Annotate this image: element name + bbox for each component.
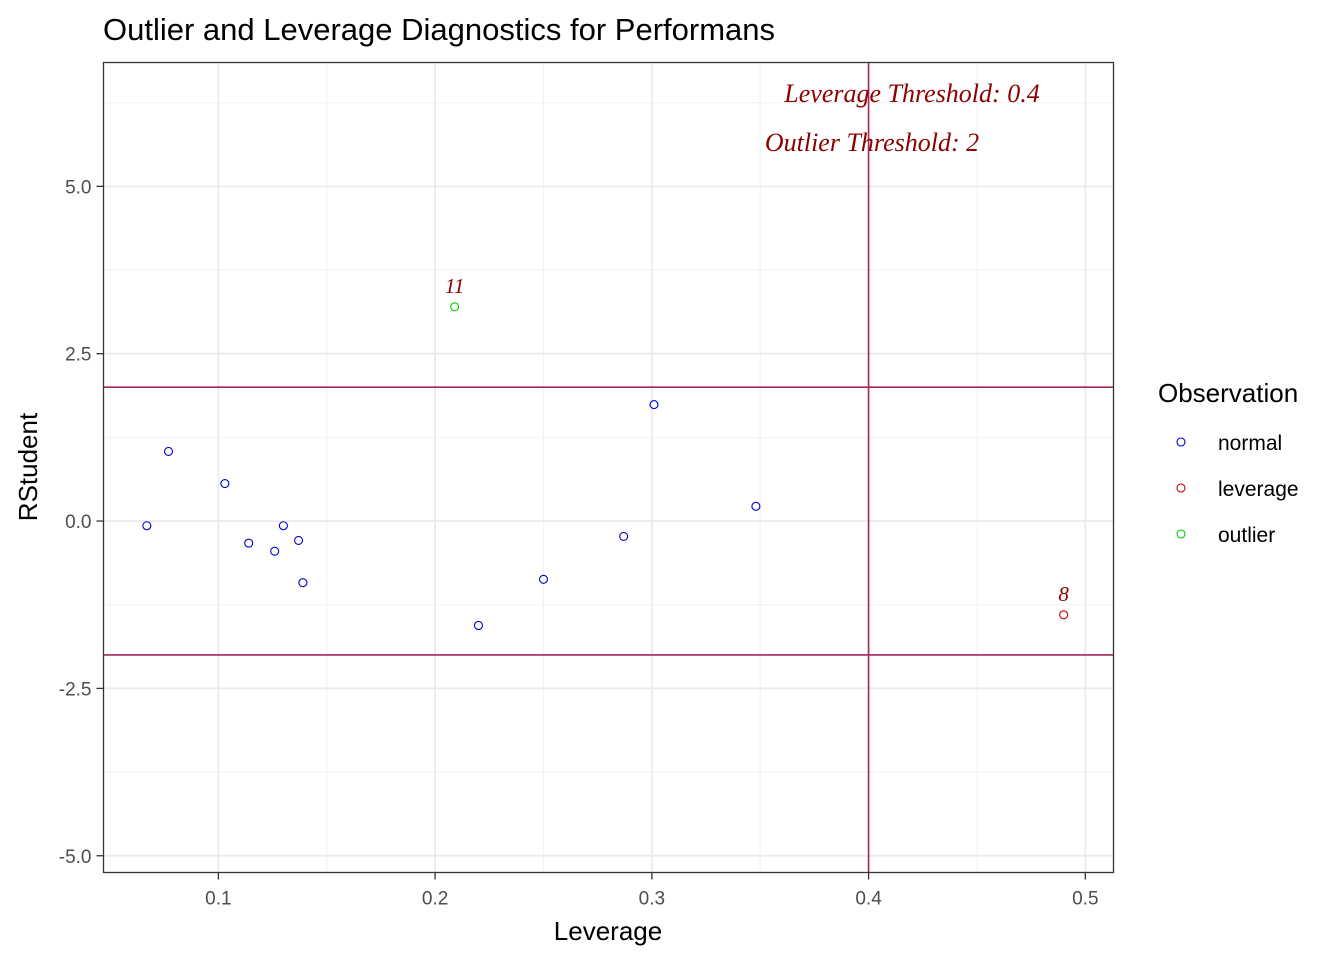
point-normal — [270, 546, 280, 556]
y-tick-label: 0.0 — [65, 512, 91, 533]
axes: 0.1 0.2 0.3 0.4 0.5 -5.0 -2.5 0.0 2.5 5.0 — [59, 177, 1099, 909]
point-normal — [220, 479, 230, 489]
threshold-annotation: Outlier Threshold: 2 — [765, 128, 979, 157]
plot-panel-border — [102, 61, 1115, 874]
legend-label-normal: normal — [1218, 432, 1282, 455]
threshold-annotations: Leverage Threshold: 0.4 Outlier Threshold… — [765, 79, 1040, 157]
y-tick-label: -2.5 — [59, 679, 92, 700]
point-normal — [298, 578, 308, 588]
chart-title: Outlier and Leverage Diagnostics for Per… — [103, 12, 775, 47]
point-leverage — [1059, 610, 1069, 620]
legend-key-leverage — [1176, 483, 1186, 493]
x-tick-label: 0.2 — [422, 889, 448, 910]
legend-key-outlier — [1176, 529, 1186, 539]
point-normal — [163, 446, 174, 456]
point-normal — [619, 531, 629, 542]
threshold-annotation: Leverage Threshold: 0.4 — [783, 79, 1039, 108]
point-normal — [538, 574, 549, 584]
x-tick-label: 0.1 — [205, 889, 231, 910]
y-axis-label: RStudent — [13, 412, 43, 521]
point-label: 11 — [445, 274, 464, 298]
point-normal — [473, 620, 484, 631]
grid-lines — [103, 62, 1114, 873]
threshold-lines — [103, 62, 1114, 873]
x-tick-label: 0.5 — [1072, 889, 1098, 910]
legend-key-normal — [1176, 437, 1186, 447]
point-normal — [751, 501, 761, 511]
legend-label-leverage: leverage — [1218, 478, 1299, 501]
point-label: 8 — [1058, 582, 1069, 606]
legend: Observation normal leverage outlier — [1158, 378, 1299, 547]
x-axis-label: Leverage — [554, 916, 662, 946]
legend-title: Observation — [1158, 378, 1298, 408]
point-labels: 8 11 — [445, 274, 1070, 606]
legend-entries: normal leverage outlier — [1176, 432, 1299, 547]
legend-label-outlier: outlier — [1218, 524, 1275, 547]
point-normal — [294, 535, 304, 546]
point-normal — [142, 521, 152, 531]
point-normal — [244, 538, 254, 548]
point-normal — [649, 400, 659, 410]
x-tick-label: 0.3 — [639, 889, 665, 910]
point-outlier — [450, 302, 460, 312]
point-normal — [278, 521, 288, 531]
x-tick-label: 0.4 — [855, 889, 882, 910]
y-tick-label: 2.5 — [65, 345, 91, 366]
data-points — [142, 302, 1069, 631]
y-tick-label: -5.0 — [59, 847, 92, 868]
y-tick-label: 5.0 — [65, 177, 91, 198]
